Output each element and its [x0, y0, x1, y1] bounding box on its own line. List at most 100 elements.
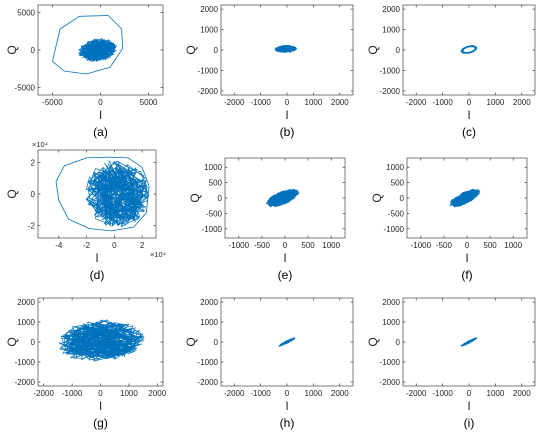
y-axis-label-a: Q: [5, 45, 19, 54]
x-tick-label-a: 0: [98, 98, 103, 107]
y-tick-label-g: 2000: [17, 298, 35, 307]
y-axis-label-f: Q: [370, 193, 384, 202]
x-axis-label-g: I: [99, 399, 102, 413]
x-tick-label-g: -2000: [33, 389, 54, 398]
y-tick-label-a: -5000: [15, 84, 36, 93]
x-tick-label-h: 2000: [331, 389, 349, 398]
y-tick-label-a: 0: [31, 46, 36, 55]
panel-label-f: (f): [461, 268, 472, 282]
x-tick-label-f: -500: [436, 241, 453, 250]
x-axis-label-c: I: [467, 108, 470, 122]
trace-outline-a: [52, 15, 123, 75]
y-tick-label-h: 1000: [200, 318, 218, 327]
y-tick-label-d: 0: [31, 190, 36, 199]
x-tick-label-c: 2000: [513, 98, 531, 107]
x-tick-label-e: -1000: [229, 241, 250, 250]
x-tick-label-d: -4: [55, 241, 63, 250]
y-tick-label-b: 0: [214, 46, 219, 55]
y-axis-label-c: Q: [366, 45, 380, 54]
x-tick-label-h: 0: [285, 389, 290, 398]
panel-c: -2000 -1000 0 1000 2000 -2000 -1000 0 1000 2000 Q I…: [366, 4, 536, 139]
y-tick-label-h: -1000: [198, 358, 219, 367]
x-axis-label-h: I: [285, 399, 288, 413]
trace-g: [58, 319, 145, 362]
x-tick-label-h: -1000: [250, 389, 271, 398]
y-tick-label-d: -2: [28, 221, 36, 230]
panel-label-i: (i): [464, 416, 475, 430]
y-tick-label-c: -2000: [380, 87, 401, 96]
y-tick-label-c: -1000: [380, 66, 401, 75]
y-tick-label-b: -2000: [198, 87, 219, 96]
panel-label-d: (d): [90, 268, 105, 282]
x-tick-label-i: 0: [467, 389, 472, 398]
y-tick-label-b: -1000: [198, 66, 219, 75]
y-axis-label-g: Q: [5, 337, 19, 346]
y-tick-label-c: 2000: [382, 5, 400, 14]
x-tick-label-c: -1000: [432, 98, 453, 107]
y-tick-label-e: -500: [206, 209, 223, 218]
x-tick-label-i: 1000: [487, 389, 505, 398]
x-tick-label-e: -500: [254, 241, 271, 250]
x-tick-label-e: 1000: [322, 241, 340, 250]
y-tick-label-g: -1000: [15, 358, 36, 367]
y-tick-label-e: 0: [218, 194, 223, 203]
y-tick-label-i: -1000: [380, 358, 401, 367]
y-tick-label-c: 1000: [382, 26, 400, 35]
x-tick-label-g: -1000: [62, 389, 83, 398]
y-tick-label-d: 2: [31, 159, 36, 168]
x-tick-label-e: 0: [283, 241, 288, 250]
trace-e: [265, 188, 300, 208]
x-tick-label-b: -1000: [250, 98, 271, 107]
x-tick-label-d: -2: [83, 241, 91, 250]
y-tick-label-g: 1000: [17, 318, 35, 327]
x-tick-label-g: 0: [98, 389, 103, 398]
x-tick-label-b: 1000: [305, 98, 323, 107]
panel-h: -2000 -1000 0 1000 2000 -2000 -1000 0 1000 2000 Q I…: [184, 297, 354, 430]
trace-b: [274, 44, 298, 53]
panel-label-e: (e): [278, 268, 293, 282]
y-tick-label-g: 0: [31, 338, 36, 347]
x-tick-label-i: -2000: [406, 389, 427, 398]
y-tick-label-i: 2000: [382, 298, 400, 307]
x-tick-label-e: 500: [301, 241, 315, 250]
y-tick-label-h: 0: [214, 338, 219, 347]
y-tick-label-b: 2000: [200, 5, 218, 14]
trace-a: [77, 38, 117, 62]
panel-b: -2000 -1000 0 1000 2000 -2000 -1000 0 1000 2000 Q I…: [184, 4, 354, 139]
panel-label-c: (c): [462, 125, 476, 139]
panel-g: -2000 -1000 0 1000 2000 -2000 -1000 0 1000 2000 Q I…: [5, 297, 167, 430]
y-tick-label-h: -2000: [198, 378, 219, 387]
x-tick-label-f: 500: [483, 241, 497, 250]
y-tick-label-f: -1000: [384, 225, 405, 234]
panel-i: -2000 -1000 0 1000 2000 -2000 -1000 0 1000 2000 Q I…: [366, 297, 536, 430]
y-tick-label-g: -2000: [15, 378, 36, 387]
x-axis-label-e: I: [283, 251, 286, 265]
y-tick-label-e: -1000: [202, 225, 223, 234]
x-tick-label-i: 2000: [513, 389, 531, 398]
x-axis-label-b: I: [285, 108, 288, 122]
x-tick-label-c: 0: [467, 98, 472, 107]
y-tick-label-i: -2000: [380, 378, 401, 387]
x-tick-label-b: -2000: [224, 98, 245, 107]
panel-e: -1000 -500 0 500 1000 -1000 -500 0 500 1000 Q I (e): [188, 157, 346, 282]
x-axis-label-f: I: [465, 251, 468, 265]
x-axis-label-d: I: [95, 251, 98, 265]
y-axis-label-i: Q: [366, 337, 380, 346]
x-tick-label-g: 2000: [148, 389, 166, 398]
panel-d: -4 -2 0 2 -2 0 2 ×10⁴ ×10⁴ Q I (d): [5, 140, 166, 282]
y-axis-label-b: Q: [184, 45, 198, 54]
y-tick-label-f: 1000: [386, 163, 404, 172]
x-tick-label-h: -2000: [224, 389, 245, 398]
y-axis-label-h: Q: [184, 337, 198, 346]
x-tick-label-b: 2000: [331, 98, 349, 107]
x-axis-label-i: I: [467, 399, 470, 413]
x-tick-label-a: -5000: [42, 98, 63, 107]
x-tick-label-c: 1000: [487, 98, 505, 107]
y-tick-label-e: 1000: [204, 163, 222, 172]
x-tick-label-f: 0: [465, 241, 470, 250]
panel-label-b: (b): [280, 125, 295, 139]
x-tick-label-d: 0: [112, 241, 117, 250]
panel-label-g: (g): [93, 416, 108, 430]
trace-outline-d: [55, 156, 150, 232]
